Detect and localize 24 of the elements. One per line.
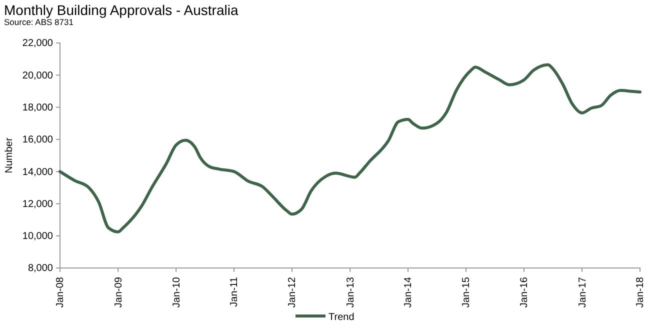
x-tick-label: Jan-14 xyxy=(403,276,414,308)
x-tick-label: Jan-18 xyxy=(635,276,646,308)
y-tick-label: 22,000 xyxy=(22,38,54,50)
y-tick-label: 16,000 xyxy=(22,134,54,146)
y-tick-label: 18,000 xyxy=(22,102,54,114)
x-tick-label: Jan-17 xyxy=(577,276,588,308)
y-tick-label: 10,000 xyxy=(22,231,54,242)
y-tick-label: 14,000 xyxy=(22,166,54,178)
y-tick-label: 8,000 xyxy=(28,263,54,274)
x-tick-label: Jan-13 xyxy=(345,276,356,308)
legend-label: Trend xyxy=(328,312,354,323)
y-axis-title: Number xyxy=(4,137,15,174)
y-tick-label: 12,000 xyxy=(22,198,54,210)
x-tick-label: Jan-12 xyxy=(287,276,298,308)
y-tick-label: 20,000 xyxy=(22,70,54,82)
x-tick-label: Jan-09 xyxy=(113,276,124,308)
x-tick-label: Jan-10 xyxy=(171,276,182,308)
x-tick-label: Jan-15 xyxy=(461,276,472,308)
x-tick-label: Jan-08 xyxy=(55,276,66,308)
chart-subtitle: Source: ABS 8731 xyxy=(4,17,74,27)
chart-title: Monthly Building Approvals - Australia xyxy=(4,2,238,18)
x-tick-label: Jan-16 xyxy=(519,276,530,308)
line-series xyxy=(58,63,642,234)
x-tick-label: Jan-11 xyxy=(229,276,240,307)
